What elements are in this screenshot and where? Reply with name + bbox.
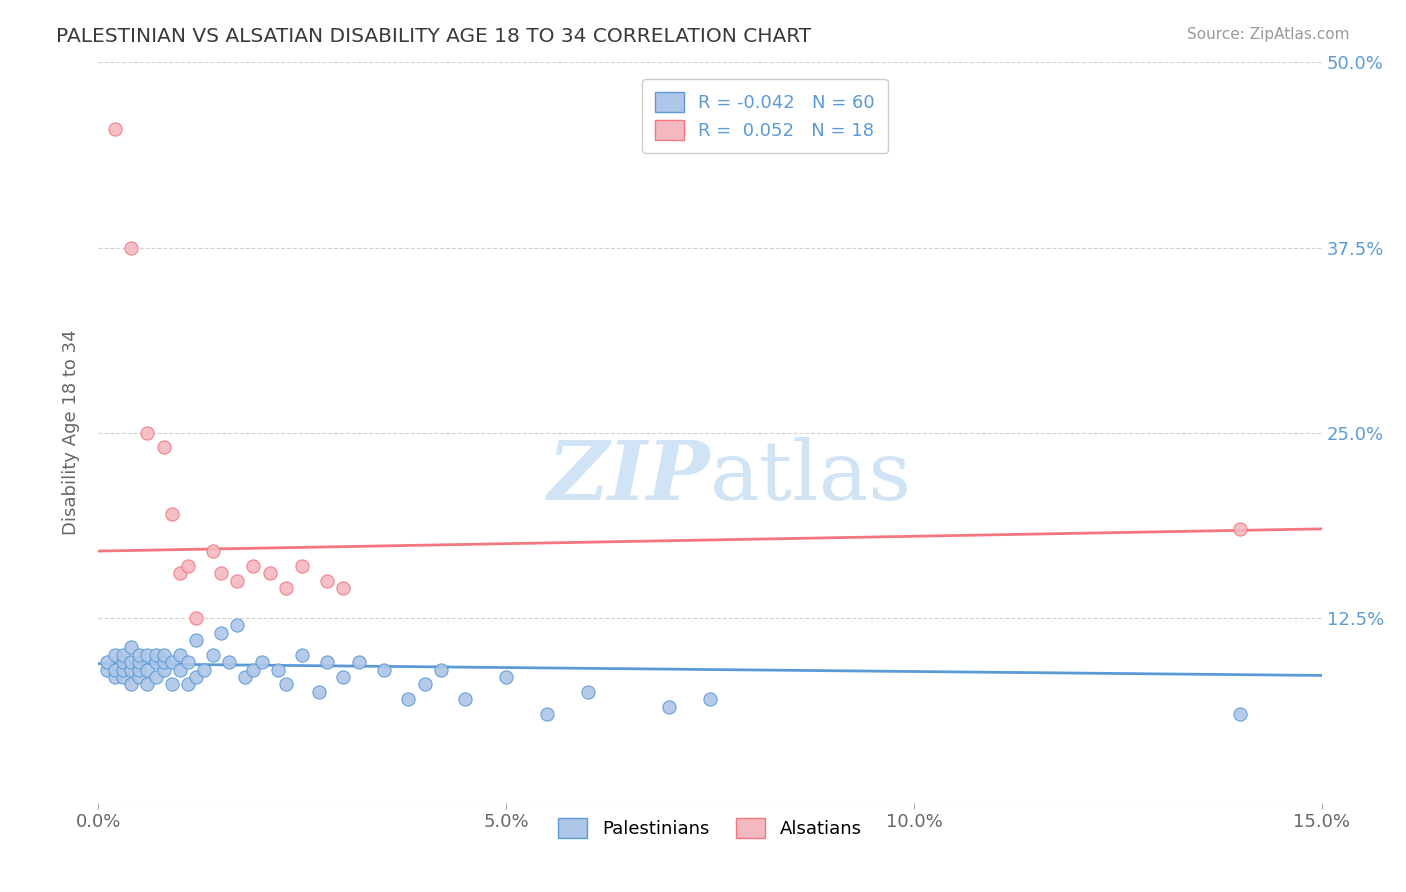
Point (104, 670, 127, 684)
Point (413, 677, 436, 691)
Point (186, 632, 208, 647)
Point (332, 670, 354, 684)
Y-axis label: Disability Age 18 to 34: Disability Age 18 to 34 (62, 330, 80, 535)
Point (169, 566, 191, 581)
Point (536, 706, 558, 721)
Point (274, 581, 297, 595)
Point (111, 670, 134, 684)
Point (373, 663, 395, 677)
Point (104, 122, 127, 136)
Point (145, 648, 167, 662)
Point (495, 670, 517, 684)
Point (128, 670, 150, 684)
Point (160, 507, 183, 521)
Point (576, 685, 599, 699)
Point (201, 648, 224, 662)
Point (120, 663, 142, 677)
Point (177, 655, 200, 669)
Point (128, 655, 150, 669)
Point (454, 692, 477, 706)
Point (259, 566, 281, 581)
Point (152, 663, 174, 677)
Point (128, 663, 150, 677)
Point (128, 648, 150, 662)
Point (136, 677, 159, 691)
Point (111, 648, 134, 662)
Point (267, 663, 290, 677)
Point (226, 618, 249, 632)
Point (1229, 706, 1251, 721)
Point (396, 692, 419, 706)
Point (169, 663, 191, 677)
Point (160, 655, 183, 669)
Point (218, 655, 240, 669)
Text: ZIP: ZIP (547, 437, 710, 517)
Point (104, 663, 127, 677)
Point (120, 640, 142, 655)
Point (291, 648, 314, 662)
Point (160, 677, 183, 691)
Point (699, 692, 721, 706)
Point (209, 625, 232, 640)
Text: PALESTINIAN VS ALSATIAN DISABILITY AGE 18 TO 34 CORRELATION CHART: PALESTINIAN VS ALSATIAN DISABILITY AGE 1… (56, 27, 811, 45)
Point (145, 670, 167, 684)
Point (96, 663, 118, 677)
Point (145, 655, 167, 669)
Point (120, 655, 142, 669)
Point (226, 574, 249, 588)
Point (209, 566, 232, 581)
Point (349, 655, 371, 669)
Point (177, 677, 200, 691)
Point (136, 648, 159, 662)
Point (315, 574, 337, 588)
Point (233, 670, 256, 684)
Point (104, 648, 127, 662)
Point (201, 544, 224, 558)
Point (177, 558, 200, 573)
Legend: Palestinians, Alsatians: Palestinians, Alsatians (551, 810, 869, 846)
Point (308, 685, 330, 699)
Point (430, 663, 453, 677)
Point (250, 655, 273, 669)
Text: Source: ZipAtlas.com: Source: ZipAtlas.com (1187, 27, 1350, 42)
Point (242, 558, 264, 573)
Point (274, 677, 297, 691)
Point (332, 581, 354, 595)
Point (152, 441, 174, 455)
Text: atlas: atlas (710, 437, 912, 517)
Point (193, 663, 215, 677)
Point (1229, 522, 1251, 536)
Point (96, 655, 118, 669)
Point (111, 663, 134, 677)
Point (120, 240, 142, 255)
Point (152, 655, 174, 669)
Point (152, 648, 174, 662)
Point (136, 663, 159, 677)
Point (186, 670, 208, 684)
Point (186, 611, 208, 625)
Point (242, 663, 264, 677)
Point (136, 425, 159, 440)
Point (111, 655, 134, 669)
Point (658, 699, 681, 714)
Point (291, 558, 314, 573)
Point (169, 648, 191, 662)
Point (120, 677, 142, 691)
Point (315, 655, 337, 669)
